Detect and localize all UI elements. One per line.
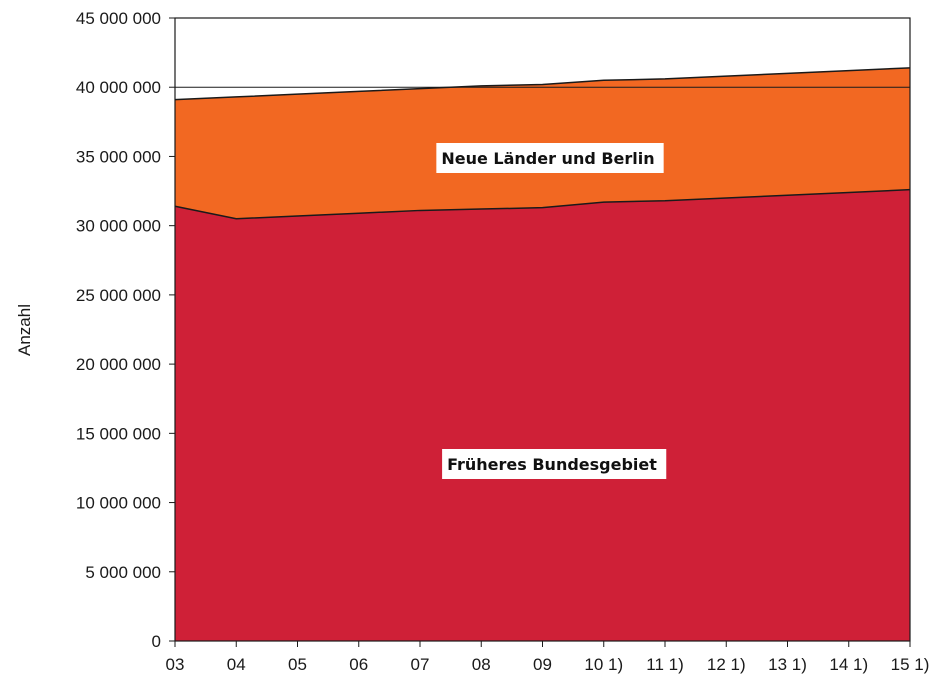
y-tick-label: 30 000 000 [76, 217, 161, 236]
y-tick-label: 35 000 000 [76, 147, 161, 166]
x-tick-label: 11 1) [646, 655, 684, 674]
y-tick-label: 40 000 000 [76, 78, 161, 97]
series-label-0: Früheres Bundesgebiet [447, 455, 657, 474]
y-tick-label: 25 000 000 [76, 286, 161, 305]
series-label-1: Neue Länder und Berlin [441, 149, 654, 168]
y-tick-label: 20 000 000 [76, 355, 161, 374]
x-tick-label: 06 [349, 655, 368, 674]
y-tick-label: 45 000 000 [76, 9, 161, 28]
series-label-box-1 [436, 143, 664, 173]
x-tick-label: 15 1) [891, 655, 930, 674]
x-tick-label: 14 1) [829, 655, 868, 674]
x-tick-label: 05 [288, 655, 307, 674]
x-tick-label: 03 [166, 655, 185, 674]
series-labels: Früheres Bundesgebiet Neue Länder und Ber… [436, 143, 667, 479]
series-line-1 [174, 67, 911, 101]
x-tick-label: 04 [227, 655, 246, 674]
series-label-box-0 [442, 449, 667, 479]
y-tick-label: 0 [152, 632, 161, 651]
y-tick-label: 5 000 000 [85, 563, 161, 582]
x-tick-label: 07 [411, 655, 430, 674]
x-tick-label: 10 1) [584, 655, 623, 674]
x-tick-label: 09 [533, 655, 552, 674]
x-tick-label: 13 1) [768, 655, 807, 674]
series-lines [174, 67, 911, 220]
series-line-0 [174, 188, 911, 220]
x-axis-ticks: 03 04 05 06 07 08 09 10 1) 11 1) 12 1) 13 1) 14 1) 1… [166, 641, 930, 674]
area-series-0 [175, 189, 910, 641]
y-tick-label: 15 000 000 [76, 424, 161, 443]
y-axis-ticks: 0 5 000 000 10 000 000 15 000 000 20 000 000… [76, 9, 175, 651]
y-axis-title: Anzahl [15, 304, 34, 356]
x-tick-label: 08 [472, 655, 491, 674]
y-tick-label: 10 000 000 [76, 494, 161, 513]
x-tick-label: 12 1) [707, 655, 746, 674]
